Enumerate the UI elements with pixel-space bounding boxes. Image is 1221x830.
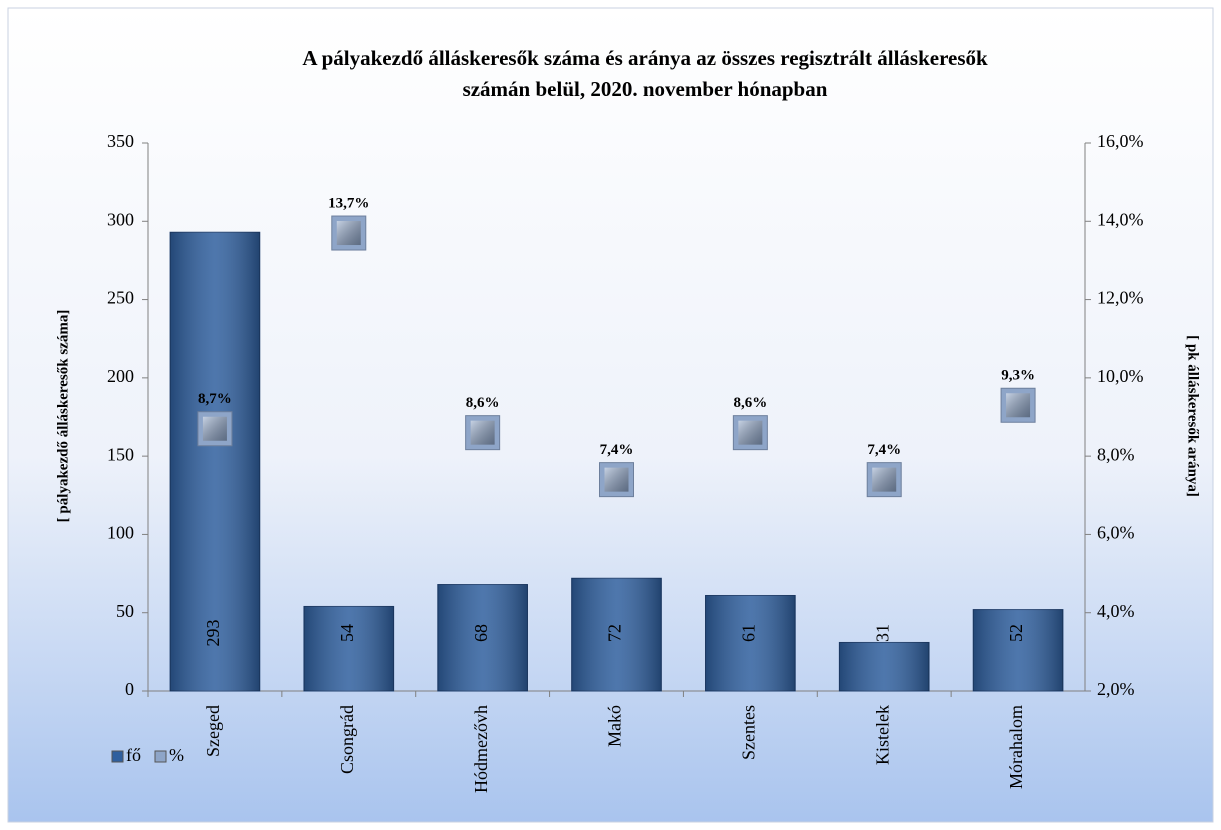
bar-shade [705, 595, 796, 691]
y2-tick-label: 4,0% [1097, 601, 1135, 621]
y2-axis-label: [ pk álláskeresők aránya] [1185, 335, 1201, 497]
marker-shade [604, 467, 629, 492]
y-tick-label: 250 [107, 288, 134, 308]
y-axis-label: [ pályakezdő álláskeresők száma] [55, 310, 71, 523]
marker-shade [336, 221, 361, 246]
data-label: 31 [872, 624, 892, 642]
marker-shade [470, 420, 495, 445]
bar-shade [571, 578, 662, 691]
data-label: 8,7% [198, 391, 232, 407]
x-tick-label: Makó [605, 705, 625, 747]
data-label: 7,4% [600, 442, 634, 458]
data-label: 9,3% [1001, 368, 1035, 384]
y-tick-label: 350 [107, 131, 134, 151]
y2-tick-label: 2,0% [1097, 679, 1135, 699]
data-label: 52 [1006, 624, 1026, 642]
y-tick-label: 200 [107, 366, 134, 386]
y-tick-label: 300 [107, 209, 134, 229]
y2-tick-label: 16,0% [1097, 131, 1144, 151]
x-tick-label: Szeged [203, 705, 223, 757]
y-tick-label: 50 [116, 601, 134, 621]
bar-shade [437, 584, 528, 691]
y2-tick-label: 10,0% [1097, 366, 1144, 386]
legend-label: % [169, 745, 184, 765]
y2-tick-label: 14,0% [1097, 209, 1144, 229]
x-tick-label: Csongrád [337, 705, 357, 774]
data-label: 13,7% [328, 195, 369, 211]
marker-shade [872, 467, 897, 492]
y2-tick-label: 12,0% [1097, 288, 1144, 308]
bar-shade [973, 609, 1063, 691]
data-label: 293 [203, 620, 223, 647]
marker-shade [738, 420, 763, 445]
marker-shade [202, 416, 227, 441]
x-tick-label: Kistelek [872, 705, 892, 765]
y2-tick-label: 6,0% [1097, 523, 1135, 543]
x-tick-label: Mórahalom [1006, 705, 1026, 789]
data-label: 7,4% [867, 442, 901, 458]
data-label: 68 [471, 624, 491, 642]
data-label: 72 [605, 624, 625, 642]
bar-shade [839, 642, 930, 691]
data-label: 8,6% [733, 395, 767, 411]
bar-shade [170, 232, 260, 691]
y-tick-label: 100 [107, 523, 134, 543]
x-tick-label: Hódmezővh [471, 705, 491, 793]
chart-title: számán belül, 2020. november hónapban [463, 77, 828, 101]
data-label: 61 [738, 624, 758, 642]
marker-shade [1006, 393, 1031, 418]
y2-tick-label: 8,0% [1097, 444, 1135, 464]
legend-label: fő [126, 745, 141, 765]
legend-swatch [111, 750, 124, 763]
bar-shade [303, 606, 394, 691]
x-tick-label: Szentes [738, 705, 758, 760]
chart-title: A pályakezdő álláskeresők száma és arány… [302, 46, 988, 70]
y-tick-label: 150 [107, 444, 134, 464]
data-label: 54 [337, 624, 357, 642]
legend-swatch [154, 750, 167, 763]
y-tick-label: 0 [125, 679, 134, 699]
data-label: 8,6% [466, 395, 500, 411]
